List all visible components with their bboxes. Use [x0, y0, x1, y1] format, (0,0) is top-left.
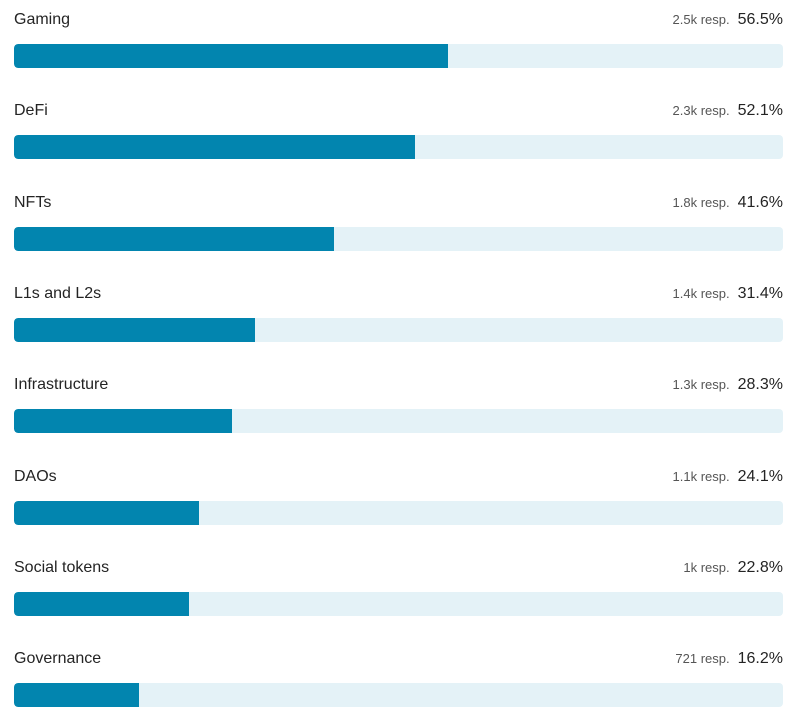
bar-row: Gaming 2.5k resp. 56.5% [14, 10, 783, 80]
bar-track [14, 683, 783, 708]
bar-row: DeFi 2.3k resp. 52.1% [14, 101, 783, 171]
response-count: 2.5k resp. [672, 12, 730, 27]
bar-fill [14, 226, 334, 251]
bar-row: DAOs 1.1k resp. 24.1% [14, 467, 783, 537]
response-count: 1.3k resp. [672, 377, 730, 393]
percentage-label: 16.2% [737, 650, 783, 668]
bar-stats: 1.3k resp. 28.3% [673, 375, 783, 395]
bar-row: NFTs 1.8k resp. 41.6% [14, 193, 783, 263]
bar-row-header: Governance 721 resp. 16.2% [14, 649, 783, 673]
percentage-label: 56.5% [737, 11, 783, 28]
bar-row-header: DAOs 1.1k resp. 24.1% [14, 467, 783, 491]
bar-stats: 1.4k resp. 31.4% [673, 284, 783, 304]
bar-row: L1s and L2s 1.4k resp. 31.4% [14, 284, 783, 354]
percentage-label: 52.1% [737, 102, 783, 120]
response-count: 1k resp. [683, 559, 730, 575]
category-label: DeFi [14, 102, 48, 120]
category-label: Gaming [14, 11, 71, 28]
category-label: NFTs [14, 193, 52, 211]
bar-stats: 1.1k resp. 24.1% [673, 467, 783, 487]
bar-fill [14, 591, 190, 616]
response-count: 1.1k resp. [672, 468, 730, 484]
bar-fill [14, 500, 200, 525]
bar-track [14, 135, 783, 160]
bar-fill [14, 317, 256, 342]
percentage-label: 31.4% [737, 284, 783, 302]
bar-row: Social tokens 1k resp. 22.8% [14, 558, 783, 628]
bar-stats: 721 resp. 16.2% [675, 649, 783, 669]
category-label: Social tokens [14, 558, 110, 576]
percentage-label: 41.6% [737, 193, 783, 211]
percentage-label: 28.3% [737, 376, 783, 394]
bar-row: Infrastructure 1.3k resp. 28.3% [14, 375, 783, 445]
bar-fill [14, 683, 139, 708]
bar-stats: 1k resp. 22.8% [683, 558, 783, 578]
percentage-label: 22.8% [737, 558, 783, 576]
bar-row-header: Infrastructure 1.3k resp. 28.3% [14, 375, 783, 399]
percentage-label: 24.1% [737, 467, 783, 485]
bar-track [14, 591, 783, 616]
bar-track [14, 226, 783, 251]
bar-row-header: Gaming 2.5k resp. 56.5% [14, 10, 783, 34]
bar-track [14, 44, 783, 68]
bar-stats: 1.8k resp. 41.6% [673, 193, 783, 213]
category-label: Governance [14, 650, 102, 668]
response-count: 1.8k resp. [672, 194, 730, 210]
bar-track [14, 409, 783, 434]
bar-row-header: Social tokens 1k resp. 22.8% [14, 558, 783, 582]
response-count: 721 resp. [675, 651, 730, 667]
response-count: 2.3k resp. [672, 103, 730, 119]
category-label: Infrastructure [14, 376, 109, 394]
bar-fill [14, 44, 449, 68]
bar-row: Governance 721 resp. 16.2% [14, 649, 783, 719]
bar-fill [14, 409, 232, 434]
category-label: L1s and L2s [14, 284, 102, 302]
bar-row-header: DeFi 2.3k resp. 52.1% [14, 101, 783, 125]
bar-row-header: NFTs 1.8k resp. 41.6% [14, 193, 783, 217]
response-count: 1.4k resp. [672, 285, 730, 301]
bar-stats: 2.5k resp. 56.5% [673, 10, 783, 30]
bar-stats: 2.3k resp. 52.1% [673, 101, 783, 121]
category-label: DAOs [14, 467, 57, 485]
bar-track [14, 317, 783, 342]
bar-fill [14, 135, 415, 160]
bar-track [14, 500, 783, 525]
bar-row-header: L1s and L2s 1.4k resp. 31.4% [14, 284, 783, 308]
